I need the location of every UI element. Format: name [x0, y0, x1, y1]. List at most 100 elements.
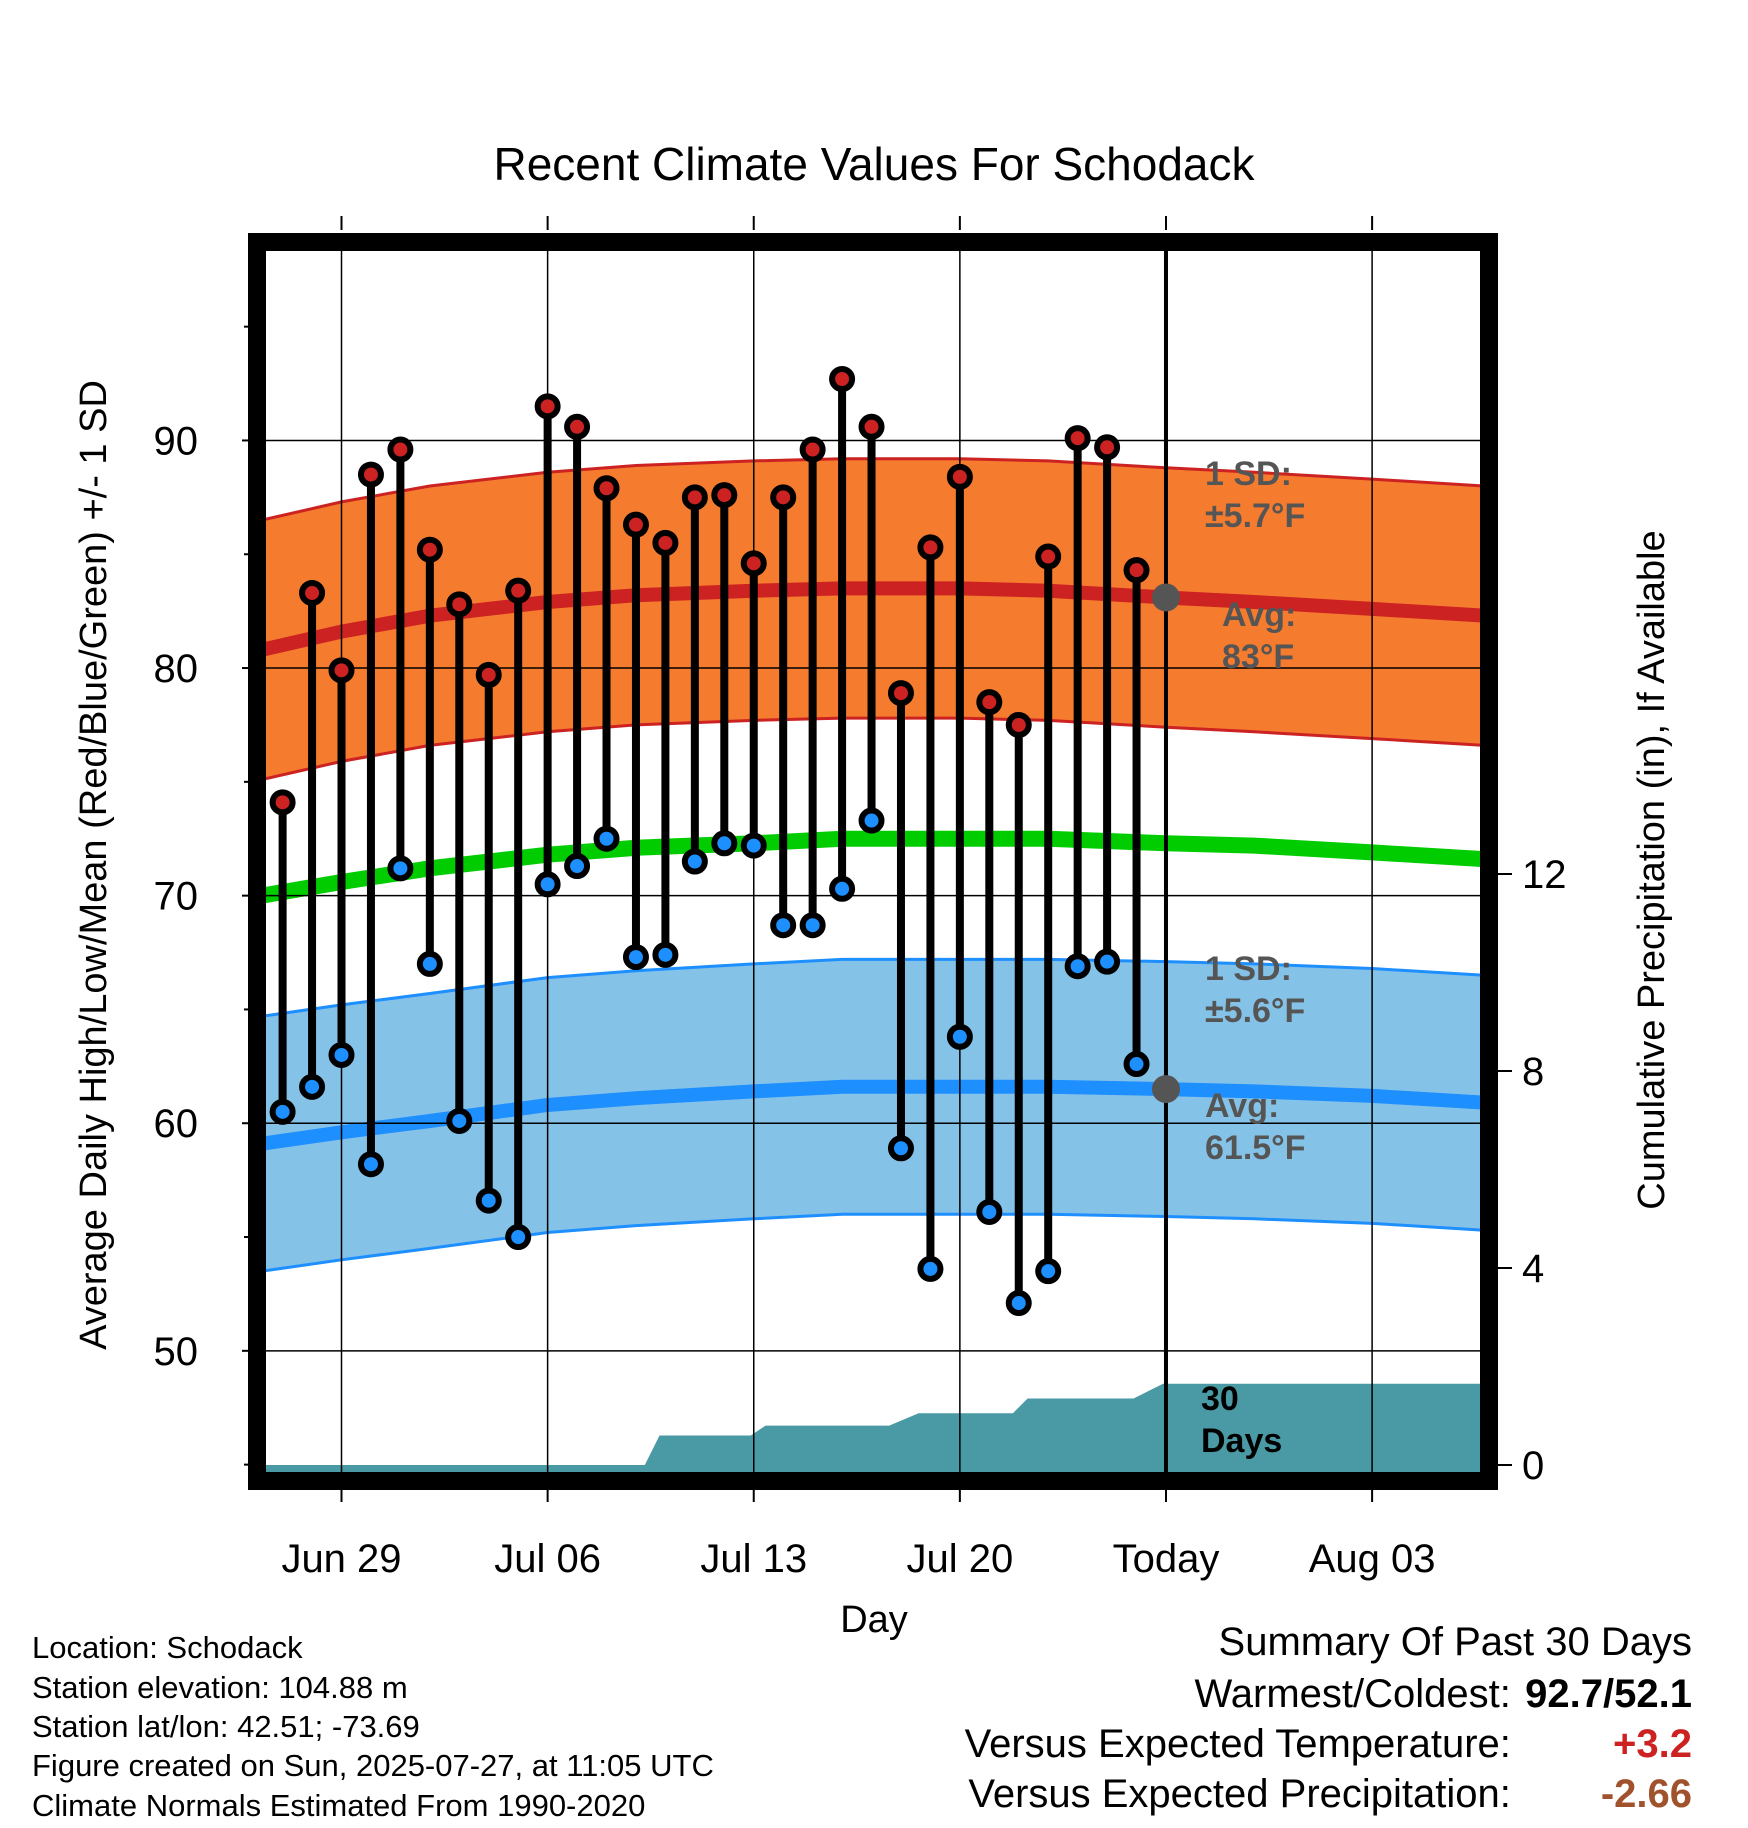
x-tick-label: Today [1113, 1537, 1220, 1581]
daily-high-point [269, 789, 296, 816]
daily-high-point [505, 577, 532, 604]
daily-low-point [1064, 953, 1091, 980]
daily-high-point [711, 482, 738, 509]
normal-mean-line [262, 830, 1484, 904]
low-sd-band [262, 959, 1484, 1272]
footer-created: Figure created on Sun, 2025-07-27, at 11… [32, 1748, 714, 1783]
daily-low-point [976, 1198, 1003, 1225]
summary-precip-label: Versus Expected Precipitation: [968, 1772, 1511, 1816]
daily-high-point [387, 436, 414, 463]
daily-low-point [1035, 1258, 1062, 1285]
y2-tick-label: 12 [1522, 853, 1567, 897]
x-axis-label: Day [840, 1599, 908, 1641]
daily-high-point [534, 393, 561, 420]
annotation-low-sd-line-1: 1 SD: [1205, 950, 1292, 988]
precip-area [262, 1383, 1484, 1476]
daily-high-point [564, 413, 591, 440]
y2-tick-label: 4 [1522, 1247, 1544, 1291]
low-sd-band-upper-edge [262, 957, 1484, 1018]
annotation-period-line-1: 30 [1201, 1380, 1239, 1418]
summary-warmest-value: 92.7/52.1 [1525, 1672, 1692, 1716]
plot-frame [248, 233, 1498, 1490]
plot-area: 1 SD: ±5.7°F Avg: 83°F 1 SD: ±5.6°F Avg: 61.5°F… [154, 216, 1567, 1581]
daily-high-point [416, 536, 443, 563]
annotation-high-sd-line-1: 1 SD: [1205, 455, 1292, 493]
daily-high-point [770, 484, 797, 511]
summary-temp-row: Versus Expected Temperature: +3.2 [965, 1722, 1692, 1767]
summary-precip-row: Versus Expected Precipitation: -2.66 [968, 1772, 1692, 1817]
daily-high-point [1035, 543, 1062, 570]
daily-low-point [593, 825, 620, 852]
daily-high-point [593, 475, 620, 502]
daily-high-point [299, 579, 326, 606]
daily-low-point [681, 848, 708, 875]
daily-low-point [1094, 948, 1121, 975]
daily-high-point [917, 534, 944, 561]
daily-low-point [622, 944, 649, 971]
daily-low-point [357, 1151, 384, 1178]
annotation-low-sd-line-2: ±5.6°F [1205, 992, 1305, 1030]
x-tick-label: Jul 20 [906, 1537, 1013, 1581]
y-tick-label: 70 [154, 875, 199, 919]
daily-high-point [740, 550, 767, 577]
summary-warmest-row: Warmest/Coldest: 92.7/52.1 [1195, 1672, 1693, 1717]
daily-high-point [328, 657, 355, 684]
daily-low-point [799, 912, 826, 939]
daily-high-point [1005, 711, 1032, 738]
daily-low-point [887, 1135, 914, 1162]
daily-low-point [299, 1073, 326, 1100]
y2-tick-label: 0 [1522, 1444, 1544, 1488]
daily-low-point [328, 1041, 355, 1068]
summary-title: Summary Of Past 30 Days [1218, 1620, 1692, 1664]
footer-normals: Climate Normals Estimated From 1990-2020 [32, 1788, 646, 1823]
daily-low-point [829, 875, 856, 902]
daily-high-point [1094, 434, 1121, 461]
daily-high-point [622, 511, 649, 538]
daily-high-point [475, 661, 502, 688]
daily-low-point [917, 1255, 944, 1282]
daily-low-point [387, 855, 414, 882]
daily-high-point [681, 484, 708, 511]
y-tick-label: 80 [154, 647, 199, 691]
y2-axis-label: Cumulative Precipitation (in), If Availa… [1631, 530, 1673, 1209]
daily-low-point [475, 1187, 502, 1214]
x-tick-label: Jun 29 [281, 1537, 401, 1581]
daily-low-point [652, 941, 679, 968]
x-tick-label: Aug 03 [1309, 1537, 1436, 1581]
summary-warmest-label: Warmest/Coldest: [1194, 1672, 1511, 1716]
annotation-high-avg-line-2: 83°F [1222, 638, 1294, 676]
y-axis-label: Average Daily High/Low/Mean (Red/Blue/Gr… [73, 380, 115, 1350]
daily-low-point [770, 912, 797, 939]
chart-title: Recent Climate Values For Schodack [493, 138, 1255, 190]
footer-latlon: Station lat/lon: 42.51; -73.69 [32, 1709, 420, 1744]
annotation-low-avg-line-1: Avg: [1205, 1087, 1279, 1125]
footer-elevation: Station elevation: 104.88 m [32, 1670, 408, 1705]
footer-location: Location: Schodack [32, 1630, 303, 1665]
daily-low-point [564, 853, 591, 880]
annotation-low-avg-line-2: 61.5°F [1205, 1129, 1306, 1167]
annotation-high-avg-line-1: Avg: [1222, 596, 1296, 634]
y-tick-label: 60 [154, 1102, 199, 1146]
today-normal-low-marker [1151, 1075, 1180, 1104]
low-sd-band-lower-edge [262, 1212, 1484, 1273]
y-tick-label: 50 [154, 1330, 199, 1374]
x-tick-label: Jul 06 [494, 1537, 601, 1581]
today-normal-high-marker [1151, 583, 1180, 612]
daily-low-point [416, 950, 443, 977]
daily-high-point [1064, 425, 1091, 452]
daily-low-point [505, 1224, 532, 1251]
daily-high-point [946, 463, 973, 490]
annotation-period-line-2: Days [1201, 1422, 1282, 1460]
daily-low-point [534, 871, 561, 898]
daily-high-point [446, 591, 473, 618]
daily-high-point [799, 436, 826, 463]
y2-tick-label: 8 [1522, 1050, 1544, 1094]
summary-precip-value: -2.66 [1600, 1772, 1692, 1816]
daily-high-point [652, 529, 679, 556]
normal-low-line [262, 1079, 1484, 1151]
daily-high-point [887, 680, 914, 707]
daily-low-point [858, 807, 885, 834]
daily-high-point [1123, 557, 1150, 584]
x-tick-label: Jul 13 [700, 1537, 807, 1581]
